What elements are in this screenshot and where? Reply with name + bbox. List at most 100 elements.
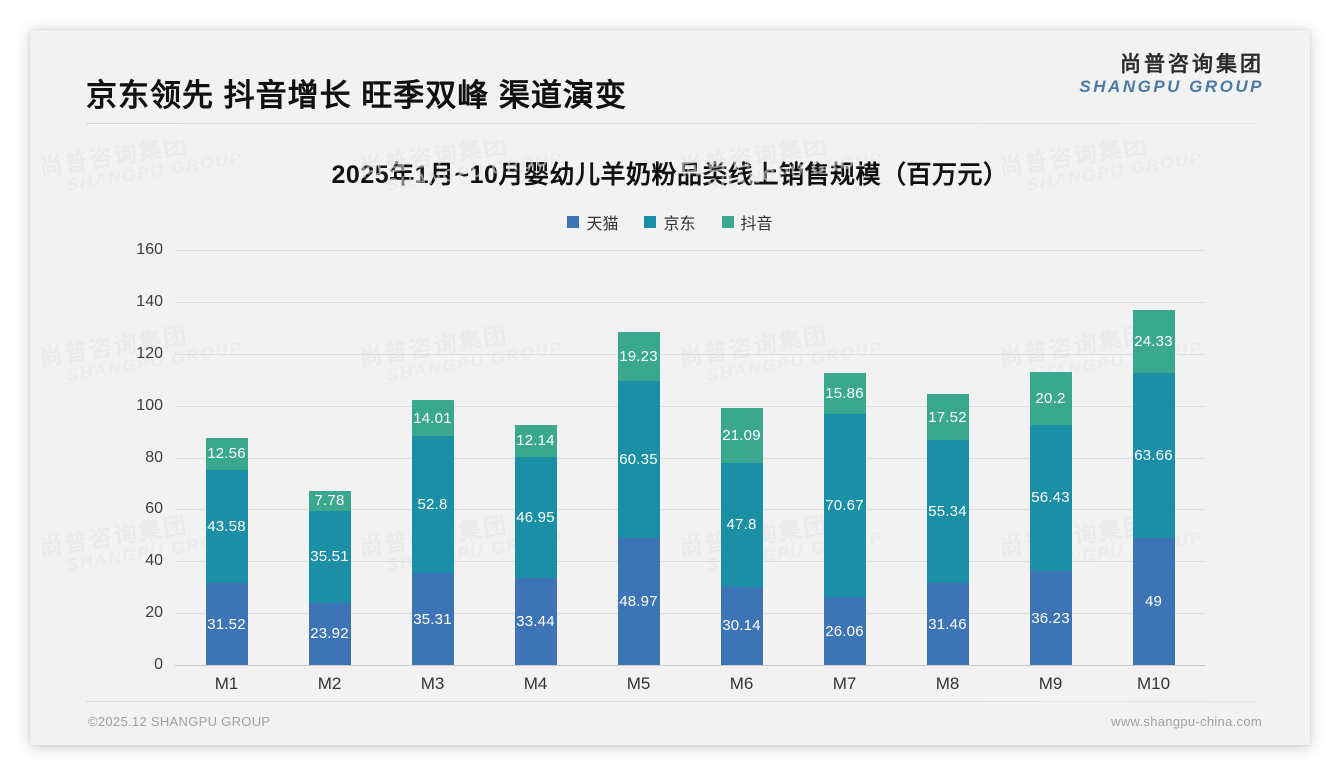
page-title: 京东领先 抖音增长 旺季双峰 渠道演变 [86,78,627,113]
legend-item-京东[interactable]: 京东 [644,210,696,234]
bar-value-label: 48.97 [619,592,658,610]
bar-group-M8[interactable]: 31.46 55.34 17.52 [926,250,969,665]
bar-value-label: 12.14 [516,432,555,450]
legend-label: 京东 [663,216,696,233]
bar-value-label: 20.2 [1035,389,1066,407]
bar-value-label: 31.46 [928,615,967,633]
bar-value-label: 52.8 [417,496,448,514]
bar-value-label: 33.44 [516,613,555,631]
legend-label: 抖音 [740,216,773,233]
bar-segment-京东[interactable]: 70.67 [823,414,866,598]
bar-segment-天猫[interactable]: 49 [1132,537,1175,665]
chart-title: 2025年1月~10月婴幼儿羊奶粉品类线上销售规模（百万元） [331,161,1009,189]
bar-segment-抖音[interactable]: 21.09 [720,408,763,463]
bar-segment-天猫[interactable]: 30.14 [720,586,763,665]
bar-segment-抖音[interactable]: 17.52 [926,394,969,440]
bar-group-M5[interactable]: 48.97 60.35 19.23 [617,250,660,665]
bar-value-label: 23.92 [310,625,349,643]
bar-segment-京东[interactable]: 56.43 [1029,424,1072,572]
y-axis-tick-label: 20 [145,604,163,622]
bar-segment-天猫[interactable]: 33.44 [514,578,557,665]
bar-value-label: 17.52 [928,408,967,426]
y-axis-tick-label: 140 [136,292,163,310]
bar-segment-抖音[interactable]: 19.23 [617,331,660,382]
gridline [175,405,1205,407]
y-axis-tick-label: 60 [145,500,163,518]
y-axis-tick-label: 100 [136,396,163,414]
bar-group-M2[interactable]: 23.92 35.51 7.78 [308,250,351,665]
bar-value-label: 7.78 [314,492,345,510]
bar-segment-京东[interactable]: 63.66 [1132,372,1175,538]
bar-segment-京东[interactable]: 55.34 [926,439,969,584]
footer-divider [86,701,1256,702]
x-axis-tick-label: M10 [1136,674,1171,693]
logo-english-text: SHANGPU GROUP [1079,77,1264,96]
x-axis-tick-label: M8 [935,674,960,693]
legend-item-天猫[interactable]: 天猫 [567,210,618,234]
bar-segment-天猫[interactable]: 31.46 [926,583,969,665]
y-axis-tick-label: 0 [154,656,163,673]
bar-group-M7[interactable]: 26.06 70.67 15.86 [823,250,866,665]
bar-segment-抖音[interactable]: 24.33 [1132,309,1175,373]
x-axis-tick-label: M4 [523,674,548,693]
bar-value-label: 21.09 [722,427,761,444]
bar-group-M6[interactable]: 30.14 47.8 21.09 [720,250,763,665]
bar-group-M4[interactable]: 33.44 46.95 12.14 [514,250,557,665]
bar-value-label: 19.23 [619,348,658,366]
legend-item-抖音[interactable]: 抖音 [721,210,773,234]
y-axis-tick-label: 160 [136,241,163,258]
bar-segment-抖音[interactable]: 14.01 [411,400,454,437]
bar-segment-抖音[interactable]: 12.56 [205,437,248,471]
bar-segment-京东[interactable]: 35.51 [308,510,351,603]
bar-group-M9[interactable]: 36.23 56.43 20.2 [1029,250,1072,665]
x-axis-tick-label: M6 [729,674,754,693]
bar-value-label: 26.06 [825,622,864,640]
gridline [175,665,1205,666]
bar-segment-抖音[interactable]: 20.2 [1029,372,1072,425]
gridline [175,457,1205,459]
bar-segment-京东[interactable]: 60.35 [617,381,660,538]
gridline [175,509,1205,511]
bar-segment-京东[interactable]: 43.58 [205,470,248,584]
bar-value-label: 14.01 [413,409,452,427]
bar-value-label: 35.31 [413,610,452,628]
bar-value-label: 30.14 [722,617,761,635]
bar-segment-京东[interactable]: 46.95 [514,456,557,579]
bar-value-label: 12.56 [207,445,246,463]
bar-segment-抖音[interactable]: 15.86 [823,372,866,415]
bar-segment-抖音[interactable]: 12.14 [514,425,557,457]
x-axis-tick-label: M9 [1038,674,1063,693]
slide-card: 京东领先 抖音增长 旺季双峰 渠道演变 尚普咨询集团 SHANGPU GROUP… [30,30,1310,745]
bar-segment-天猫[interactable]: 31.52 [205,583,248,665]
bar-segment-天猫[interactable]: 36.23 [1029,571,1072,665]
y-axis-tick-label: 80 [145,448,163,466]
bar-segment-抖音[interactable]: 7.78 [308,490,351,511]
bar-value-label: 56.43 [1031,489,1070,507]
bar-value-label: 55.34 [928,503,967,521]
bar-series-container: 31.52 43.58 12.56 23.92 35.51 7.78 35.31 52.8 14… [175,250,1205,665]
chart-plot-area: 0 20 40 60 80 100 120 140 160 31.52 43.58 12.56 23.… [136,241,1205,693]
bar-segment-京东[interactable]: 47.8 [720,462,763,587]
x-axis-tick-label: M7 [832,674,857,693]
gridline [175,613,1205,615]
bar-segment-天猫[interactable]: 48.97 [617,537,660,665]
bar-value-label: 60.35 [619,451,658,469]
bar-value-label: 15.86 [825,385,864,403]
bar-group-M1[interactable]: 31.52 43.58 12.56 [205,250,248,665]
logo-chinese-text: 尚普咨询集团 [1120,53,1264,76]
gridline [175,353,1205,355]
bar-group-M10[interactable]: 49 63.66 24.33 [1132,250,1175,665]
bar-value-label: 36.23 [1031,609,1070,627]
header-divider [86,123,1256,124]
bar-segment-天猫[interactable]: 26.06 [823,597,866,665]
bar-segment-京东[interactable]: 52.8 [411,436,454,574]
brand-logo: 尚普咨询集团 SHANGPU GROUP [1079,53,1264,97]
bar-segment-天猫[interactable]: 23.92 [308,602,351,665]
x-axis-tick-label: M1 [214,674,239,693]
bar-value-label: 35.51 [310,548,349,566]
bar-segment-天猫[interactable]: 35.31 [411,573,454,665]
x-axis-tick-label: M2 [317,674,342,693]
bar-group-M3[interactable]: 35.31 52.8 14.01 [411,250,454,665]
gridline [175,561,1205,563]
gridline [175,250,1205,251]
